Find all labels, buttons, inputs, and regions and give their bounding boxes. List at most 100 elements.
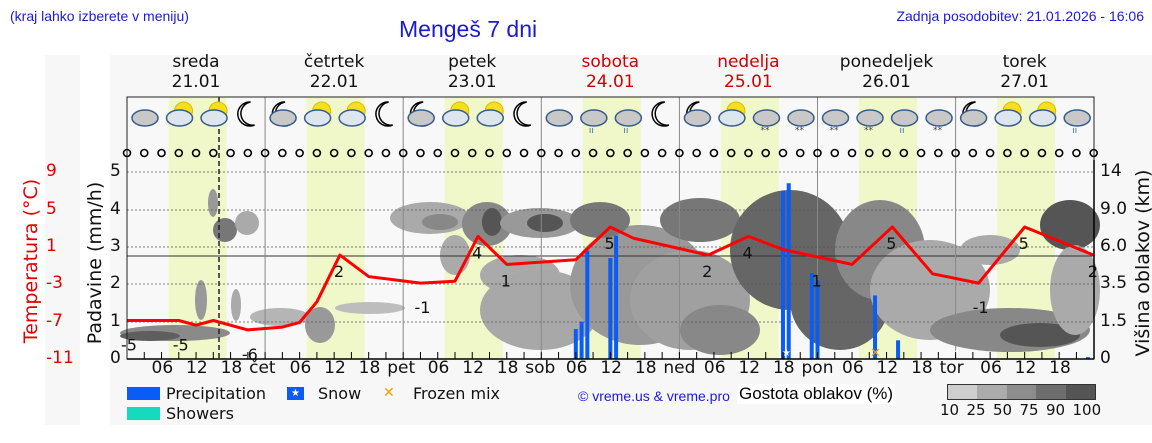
precip-axis-label: Padavine (mm/h) [84,181,106,345]
svg-text:2: 2 [334,262,344,281]
day-header-2: petek 23.01 [403,52,541,92]
day-header-4: nedelja 25.01 [679,52,817,92]
snow-icon: ★ [287,387,304,400]
x-tick-label: 12 [738,358,761,378]
x-tick-label: 12 [462,358,484,378]
x-tick-label: 06 [565,358,588,378]
svg-text:✕: ✕ [870,346,881,361]
legend-precip-swatch [127,387,160,400]
density-tick: 75 [1019,401,1039,419]
axis-tick-label: 14 [1100,161,1122,181]
axis-tick-label: 3 [110,236,121,256]
svg-text:5: 5 [604,234,614,253]
density-tick: 25 [966,401,986,419]
svg-text:**: ** [933,126,943,136]
x-tick-label: 06 [151,358,174,378]
x-tick-label: tor [939,358,964,378]
x-tick-label: ned [663,358,696,378]
x-tick-label: 06 [980,358,1002,378]
x-tick-label: 18 [358,358,381,378]
day-date: 27.01 [1000,72,1049,92]
svg-text:★★: ★★ [782,348,800,359]
day-header-5: ponedeljek 26.01 [818,52,956,92]
svg-text:ıı: ıı [1072,126,1077,136]
x-tick-label: 12 [186,358,208,378]
svg-text:**: ** [830,126,840,136]
temperature-axis-label: Temperatura (°C) [20,178,42,344]
density-tick: 10 [940,401,960,419]
legend-precip-label: Precipitation [166,384,267,403]
x-tick-label: pon [801,358,834,378]
svg-text:-1: -1 [414,298,430,317]
svg-text:ıı: ıı [900,126,905,136]
axis-tick-label: -11 [46,348,74,368]
cloud-height-axis-label: Višina oblakov (km) [1132,169,1152,357]
svg-text:**: ** [795,126,805,136]
x-tick-label: 18 [772,358,795,378]
x-tick-label: 06 [842,358,864,378]
axis-tick-label: -3 [46,273,63,293]
x-tick-label: 12 [1014,358,1037,378]
day-date: 24.01 [585,72,635,92]
x-tick-label: 06 [703,358,726,378]
axis-tick-label: 2 [110,273,121,293]
cloud-density-scale [947,384,1096,400]
legend-showers-swatch [127,407,160,420]
page-title: Mengeš 7 dni [399,16,538,42]
density-tick: 100 [1072,401,1102,419]
x-tick-label: 12 [324,358,346,378]
x-tick-label: 18 [496,358,519,378]
x-tick-label: čet [249,358,276,378]
svg-text:4: 4 [472,243,482,262]
day-name: ponedeljek [839,52,934,72]
x-tick-label: 18 [911,358,933,378]
axis-tick-label: 9.0 [1100,199,1128,219]
day-name: sreda [172,52,220,72]
density-tick: 90 [1046,401,1066,419]
day-header-0: sreda 21.01 [127,52,265,92]
svg-text:1: 1 [501,271,511,290]
axis-tick-label: 0 [1100,348,1111,368]
cloud-density-label: Gostota oblakov (%) [737,384,896,404]
location-hint[interactable]: (kraj lahko izberete v meniju) [10,8,189,24]
day-name: nedelja [717,52,780,72]
svg-text:ıı: ıı [589,126,594,136]
x-tick-label: 12 [600,358,622,378]
day-name: četrtek [303,52,365,72]
day-name: petek [448,52,497,72]
svg-text:-5: -5 [121,336,137,355]
day-date: 23.01 [447,72,497,92]
copyright-link[interactable]: © vreme.us & vreme.pro [578,388,730,404]
legend-showers-label: Showers [166,404,234,423]
x-tick-label: pet [387,358,416,378]
temp-axis-panel [45,55,80,425]
day-name: torek [1002,52,1047,72]
legend-frozen-mix-label: Frozen mix [413,384,501,403]
axis-tick-label: 1 [110,311,121,331]
axis-tick-label: 0 [110,348,121,368]
x-tick-label: 18 [1049,358,1071,378]
x-tick-label: sob [525,358,556,378]
density-tick: 50 [993,401,1013,419]
axis-tick-label: 5 [46,199,57,219]
last-updated: Zadnja posodobitev: 21.01.2026 - 16:06 [896,8,1144,24]
x-tick-label: 18 [220,358,243,378]
axis-tick-label: 9 [46,161,57,181]
svg-text:2: 2 [1088,262,1098,281]
frozen-mix-icon: ✕ [383,385,395,401]
day-date: 22.01 [309,72,359,92]
x-tick-label: 12 [876,358,899,378]
axis-tick-label: -7 [46,311,63,331]
svg-text:4: 4 [742,243,752,262]
svg-text:5: 5 [1019,234,1029,253]
day-name: sobota [581,52,640,72]
day-date: 21.01 [171,72,221,92]
svg-text:2: 2 [702,262,712,281]
day-header-1: četrtek 22.01 [265,52,403,92]
svg-text:ıı: ıı [623,126,628,136]
axis-tick-label: 3.5 [1100,273,1128,293]
svg-text:-1: -1 [973,298,989,317]
x-tick-label: 06 [427,358,450,378]
svg-text:**: ** [864,126,874,136]
